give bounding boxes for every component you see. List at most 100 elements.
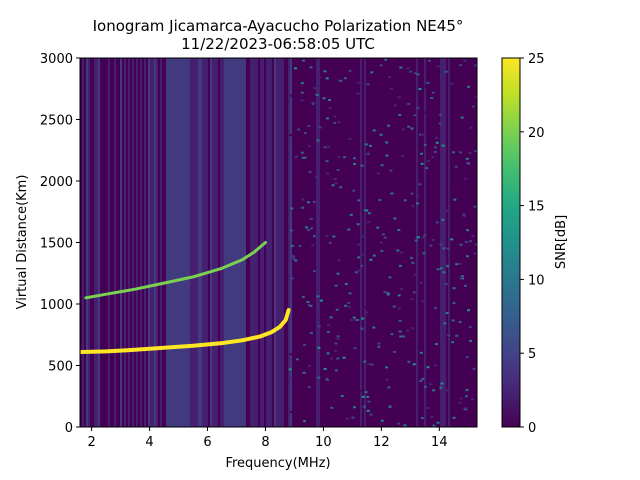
noise-speckle bbox=[306, 301, 310, 304]
noise-speckle bbox=[367, 212, 371, 215]
noise-speckle bbox=[454, 165, 458, 168]
noise-speckle bbox=[360, 327, 364, 330]
noise-speckle bbox=[413, 114, 417, 117]
noise-speckle bbox=[330, 357, 334, 360]
noise-speckle bbox=[312, 235, 316, 238]
noise-speckle bbox=[333, 115, 337, 118]
noise-speckle bbox=[397, 307, 401, 310]
colorbar-tick-label: 0 bbox=[528, 421, 536, 436]
noise-speckle bbox=[345, 94, 349, 97]
x-tick-label: 10 bbox=[315, 435, 332, 450]
noise-column bbox=[244, 58, 246, 427]
noise-speckle bbox=[356, 92, 360, 95]
noise-column bbox=[182, 58, 184, 427]
noise-speckle bbox=[401, 154, 405, 157]
noise-speckle bbox=[473, 252, 477, 255]
noise-speckle bbox=[361, 317, 365, 320]
noise-speckle bbox=[327, 145, 331, 148]
noise-column bbox=[100, 58, 102, 427]
noise-speckle bbox=[451, 341, 455, 344]
noise-speckle bbox=[458, 321, 462, 324]
noise-column bbox=[232, 58, 234, 427]
noise-speckle bbox=[473, 205, 477, 208]
noise-speckle bbox=[336, 337, 340, 340]
noise-speckle bbox=[419, 379, 423, 382]
noise-column bbox=[170, 58, 172, 427]
noise-speckle bbox=[305, 226, 309, 229]
noise-speckle bbox=[380, 164, 384, 167]
noise-speckle bbox=[330, 406, 334, 409]
noise-column bbox=[174, 58, 176, 427]
noise-speckle bbox=[460, 275, 464, 278]
noise-speckle bbox=[326, 172, 330, 175]
noise-speckle bbox=[290, 94, 294, 97]
noise-speckle bbox=[399, 288, 403, 291]
noise-column bbox=[106, 58, 108, 427]
noise-speckle bbox=[458, 151, 462, 154]
noise-speckle bbox=[386, 292, 390, 295]
noise-speckle bbox=[348, 137, 352, 140]
noise-column bbox=[218, 58, 220, 427]
noise-speckle bbox=[410, 298, 414, 301]
noise-speckle bbox=[465, 255, 469, 258]
noise-column bbox=[192, 58, 194, 427]
noise-speckle bbox=[466, 229, 470, 232]
noise-column bbox=[168, 58, 170, 427]
noise-column bbox=[204, 58, 206, 427]
noise-column bbox=[440, 58, 442, 427]
noise-speckle bbox=[390, 192, 394, 195]
noise-speckle bbox=[446, 247, 450, 250]
noise-column bbox=[102, 58, 104, 427]
noise-column bbox=[228, 58, 230, 427]
noise-column bbox=[82, 58, 84, 427]
noise-speckle bbox=[380, 419, 384, 422]
noise-speckle bbox=[446, 265, 450, 268]
noise-speckle bbox=[399, 330, 403, 333]
noise-speckle bbox=[328, 107, 332, 110]
noise-column bbox=[144, 58, 146, 427]
noise-speckle bbox=[347, 228, 351, 231]
noise-speckle bbox=[417, 400, 421, 403]
noise-speckle bbox=[450, 238, 454, 241]
noise-speckle bbox=[469, 126, 473, 129]
x-axis-label: Frequency(MHz) bbox=[225, 456, 330, 471]
noise-speckle bbox=[445, 312, 449, 315]
noise-speckle bbox=[288, 134, 292, 137]
x-tick-label: 6 bbox=[203, 435, 211, 450]
noise-speckle bbox=[326, 330, 330, 333]
noise-column bbox=[150, 58, 152, 427]
noise-column bbox=[196, 58, 198, 427]
noise-speckle bbox=[409, 257, 413, 260]
noise-speckle bbox=[431, 238, 435, 241]
noise-speckle bbox=[377, 345, 381, 348]
noise-speckle bbox=[309, 217, 313, 220]
noise-speckle bbox=[291, 58, 295, 61]
noise-column bbox=[252, 58, 254, 427]
noise-speckle bbox=[354, 271, 358, 274]
noise-speckle bbox=[401, 171, 405, 174]
noise-speckle bbox=[372, 326, 376, 329]
noise-speckle bbox=[458, 401, 462, 404]
noise-speckle bbox=[290, 207, 294, 210]
noise-speckle bbox=[309, 66, 313, 69]
noise-speckle bbox=[428, 59, 432, 62]
noise-speckle bbox=[453, 198, 457, 201]
noise-speckle bbox=[469, 240, 473, 243]
noise-speckle bbox=[426, 366, 430, 369]
noise-speckle bbox=[307, 145, 311, 148]
noise-speckle bbox=[325, 117, 329, 120]
noise-column bbox=[364, 58, 366, 427]
noise-speckle bbox=[290, 244, 294, 247]
noise-speckle bbox=[304, 132, 308, 135]
noise-speckle bbox=[357, 81, 361, 84]
noise-speckle bbox=[444, 209, 448, 212]
noise-speckle bbox=[425, 167, 429, 170]
noise-speckle bbox=[388, 76, 392, 79]
noise-speckle bbox=[349, 302, 353, 305]
colorbar-tick-label: 15 bbox=[528, 200, 545, 215]
noise-column bbox=[286, 58, 288, 427]
noise-speckle bbox=[336, 272, 340, 275]
noise-speckle bbox=[312, 270, 316, 273]
noise-speckle bbox=[423, 234, 427, 237]
noise-speckle bbox=[433, 364, 437, 367]
